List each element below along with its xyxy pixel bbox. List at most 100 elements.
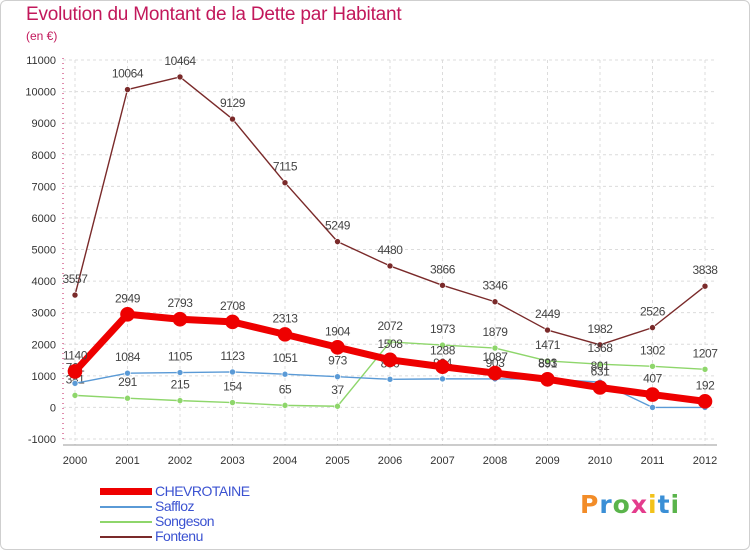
logo-letter: i	[670, 490, 681, 519]
data-label-chevrotaine: 407	[643, 372, 663, 386]
data-point-songeson	[281, 402, 289, 409]
legend-label: Songeson	[155, 513, 215, 529]
data-point-chevrotaine	[67, 364, 83, 379]
data-label-saffloz: 973	[328, 354, 348, 368]
y-tick-label: -1000	[28, 434, 56, 446]
data-point-chevrotaine	[330, 339, 345, 355]
data-label-saffloz: 1084	[115, 350, 141, 364]
x-tick-label: 2000	[63, 455, 87, 467]
x-tick-label: 2011	[641, 455, 665, 467]
legend-label: Fontenu	[155, 528, 203, 544]
data-point-songeson	[439, 341, 446, 349]
logo-letter: t	[657, 490, 671, 519]
data-label-saffloz: 893	[538, 356, 558, 370]
data-point-saffloz	[176, 369, 184, 376]
data-point-fontenu	[701, 282, 709, 290]
data-point-songeson	[596, 360, 604, 368]
data-point-chevrotaine	[645, 387, 660, 402]
data-label-chevrotaine: 1140	[63, 348, 88, 362]
data-label-saffloz: 903	[486, 356, 506, 370]
data-point-chevrotaine	[435, 359, 450, 375]
data-label-fontenu: 2449	[535, 307, 561, 321]
data-label-fontenu: 3346	[482, 279, 508, 293]
data-label-songeson: 2072	[377, 319, 403, 333]
legend-swatch	[100, 488, 152, 495]
data-label-saffloz: 801	[591, 359, 611, 373]
logo-letter: x	[630, 490, 648, 519]
data-label-chevrotaine: 1087	[482, 350, 508, 364]
data-label-songeson: 1879	[482, 325, 508, 339]
data-label-songeson: 37	[331, 383, 344, 397]
data-label-songeson: 1471	[535, 338, 561, 352]
data-point-songeson	[386, 338, 394, 346]
x-tick-label: 2003	[220, 455, 244, 467]
data-label-songeson: 291	[118, 375, 138, 389]
x-tick-label: 2010	[588, 455, 612, 467]
logo-letter: i	[648, 490, 658, 519]
y-tick-label: 3000	[32, 308, 56, 320]
data-point-saffloz	[229, 368, 236, 376]
data-point-saffloz	[281, 370, 289, 378]
x-tick-label: 2008	[483, 455, 507, 467]
data-label-fontenu: 5249	[325, 219, 351, 233]
data-point-saffloz	[334, 373, 341, 380]
data-point-saffloz	[124, 369, 131, 377]
x-tick-label: 2001	[115, 455, 139, 467]
legend-label: CHEVROTAINE	[155, 483, 250, 499]
data-label-fontenu: 2526	[640, 305, 666, 319]
y-tick-label: 10000	[25, 87, 56, 99]
data-point-fontenu	[491, 298, 499, 306]
data-point-chevrotaine	[382, 352, 398, 368]
data-label-chevrotaine: 192	[696, 378, 716, 392]
data-point-chevrotaine	[592, 380, 608, 395]
data-label-fontenu: 10464	[164, 54, 196, 68]
data-label-saffloz: 1105	[168, 350, 193, 364]
data-label-songeson: 65	[279, 382, 292, 396]
data-label-chevrotaine: 1288	[430, 344, 456, 358]
y-tick-label: 9000	[32, 118, 56, 130]
data-label-chevrotaine: 1508	[377, 337, 403, 351]
y-tick-label: 1000	[32, 371, 56, 383]
data-point-saffloz	[386, 376, 394, 383]
data-point-songeson	[649, 362, 656, 370]
legend-swatch	[100, 521, 152, 523]
data-label-chevrotaine: 2708	[220, 299, 246, 313]
data-point-songeson	[176, 397, 184, 404]
y-tick-label: 2000	[32, 339, 56, 351]
data-point-fontenu	[439, 282, 446, 289]
data-point-chevrotaine	[172, 311, 188, 327]
data-point-fontenu	[124, 86, 131, 93]
data-label-songeson: 154	[223, 380, 243, 394]
data-point-fontenu	[281, 179, 289, 187]
x-tick-label: 2012	[693, 455, 717, 467]
data-label-fontenu: 3557	[62, 272, 88, 286]
data-point-fontenu	[176, 73, 184, 81]
y-tick-label: 5000	[32, 245, 56, 257]
logo-letter: r	[599, 490, 613, 519]
data-point-fontenu	[386, 262, 394, 270]
data-label-chevrotaine: 2313	[272, 311, 298, 325]
data-label-chevrotaine: 1904	[325, 324, 351, 338]
x-tick-label: 2004	[273, 455, 297, 467]
data-point-saffloz	[649, 404, 656, 411]
x-tick-label: 2009	[535, 455, 559, 467]
logo-letter: o	[612, 490, 631, 519]
data-point-fontenu	[229, 115, 236, 123]
y-tick-label: 4000	[32, 276, 56, 288]
chart-title: Evolution du Montant de la Dette par Hab…	[26, 4, 402, 25]
y-tick-label: 0	[50, 402, 56, 414]
data-point-fontenu	[649, 324, 656, 331]
data-point-songeson	[229, 399, 236, 406]
y-tick-label: 7000	[32, 181, 56, 193]
data-point-saffloz	[439, 375, 446, 383]
data-point-fontenu	[596, 341, 604, 349]
logo-letter: P	[580, 490, 600, 519]
data-point-saffloz	[71, 380, 79, 387]
data-label-fontenu: 10064	[112, 67, 144, 81]
data-label-fontenu: 1982	[587, 322, 613, 336]
data-point-fontenu	[71, 291, 79, 299]
data-label-songeson: 1302	[640, 343, 666, 357]
data-point-songeson	[71, 392, 79, 399]
data-label-songeson: 1973	[430, 322, 456, 336]
